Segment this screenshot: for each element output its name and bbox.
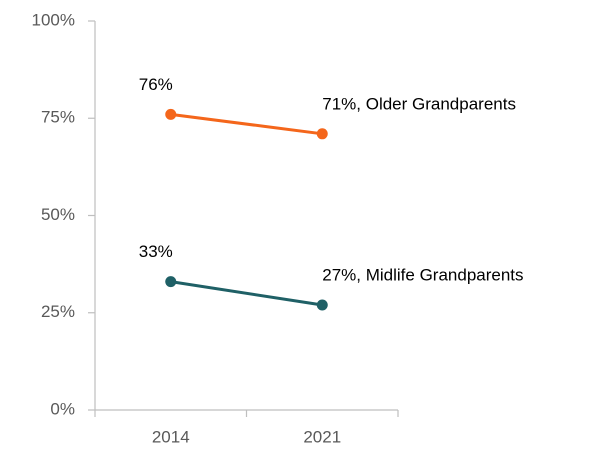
point — [165, 108, 177, 120]
point — [316, 299, 328, 311]
series-line — [170, 280, 323, 307]
data-label: 27%, Midlife Grandparents — [322, 265, 523, 284]
series-line — [170, 112, 323, 136]
point — [316, 128, 328, 140]
data-label: 71%, Older Grandparents — [322, 94, 516, 113]
y-tick-label: 25% — [41, 302, 75, 321]
data-label: 33% — [139, 242, 173, 261]
y-tick-label: 50% — [41, 205, 75, 224]
y-tick-label: 75% — [41, 108, 75, 127]
x-tick-label: 2014 — [152, 427, 190, 446]
y-tick-label: 0% — [50, 399, 75, 418]
x-tick-label: 2021 — [303, 427, 341, 446]
y-tick-label: 100% — [32, 10, 75, 29]
point — [165, 276, 177, 288]
data-label: 76% — [139, 75, 173, 94]
